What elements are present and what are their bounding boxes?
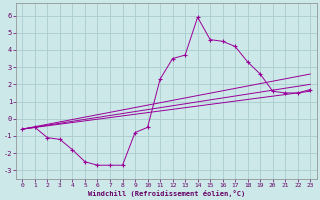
X-axis label: Windchill (Refroidissement éolien,°C): Windchill (Refroidissement éolien,°C) <box>88 190 245 197</box>
